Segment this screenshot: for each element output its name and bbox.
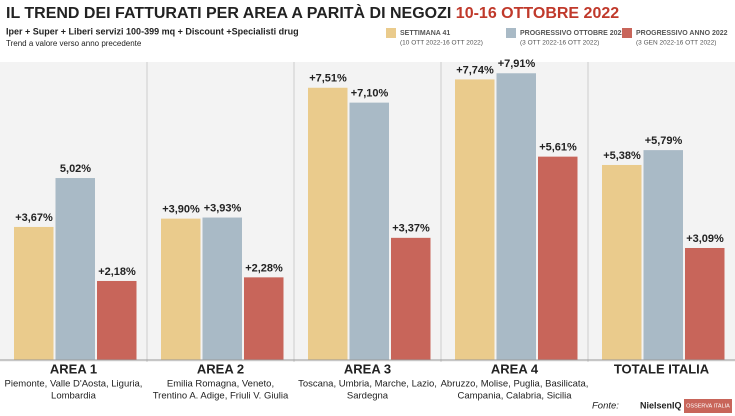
value-label: +3,67% xyxy=(15,212,53,224)
logo-box xyxy=(684,399,732,413)
value-label: 5,02% xyxy=(60,163,91,175)
x-tick-label: AREA 1 xyxy=(50,361,97,376)
value-label: +7,74% xyxy=(456,64,494,76)
x-tick-label: AREA 3 xyxy=(344,361,391,376)
value-label: +3,09% xyxy=(686,233,724,245)
value-label: +7,51% xyxy=(309,73,347,85)
region-label: Emilia Romagna, Veneto, xyxy=(167,379,274,390)
legend-swatch xyxy=(622,28,632,38)
value-label: +5,61% xyxy=(539,142,577,154)
chart-title: IL TREND DEI FATTURATI PER AREA A PARITÀ… xyxy=(6,3,619,22)
bar xyxy=(602,164,642,360)
note: Trend a valore verso anno precedente xyxy=(6,39,142,48)
legend-label: SETTIMANA 41 xyxy=(400,30,450,37)
value-label: +5,79% xyxy=(645,135,683,147)
region-label: Campania, Calabria, Sicilia xyxy=(457,391,572,402)
region-label: Trentino A. Adige, Friuli V. Giulia xyxy=(153,391,289,402)
legend-swatch xyxy=(386,28,396,38)
legend-period: (3 OTT 2022-16 OTT 2022) xyxy=(520,40,599,47)
legend-label: PROGRESSIVO OTTOBRE 2022 xyxy=(520,30,625,37)
legend-label: PROGRESSIVO ANNO 2022 xyxy=(636,30,728,37)
bar xyxy=(455,79,495,361)
legend-period: (3 GEN 2022-16 OTT 2022) xyxy=(636,40,716,47)
logo: NielsenIQ xyxy=(640,400,682,410)
region-label: Lombardia xyxy=(51,391,97,402)
bar xyxy=(308,87,348,360)
x-tick-label: AREA 4 xyxy=(491,361,539,376)
bar xyxy=(391,237,431,360)
bar xyxy=(244,277,284,360)
source: Fonte: xyxy=(592,401,619,412)
region-label: Toscana, Umbria, Marche, Lazio, xyxy=(298,379,437,390)
legend-swatch xyxy=(506,28,516,38)
bar xyxy=(14,226,54,360)
value-label: +2,18% xyxy=(98,266,136,278)
bar xyxy=(349,102,389,360)
value-label: +3,37% xyxy=(392,223,430,235)
region-label: Sardegna xyxy=(347,391,389,402)
value-label: +3,90% xyxy=(162,204,200,216)
bar xyxy=(685,247,725,360)
value-label: +7,10% xyxy=(351,88,389,100)
bar xyxy=(538,156,578,360)
title-date: 10-16 OTTOBRE 2022 xyxy=(456,5,619,22)
region-label: Abruzzo, Molise, Puglia, Basilicata, xyxy=(441,379,589,390)
bar xyxy=(161,218,201,360)
bar xyxy=(55,178,95,360)
value-label: +2,28% xyxy=(245,262,283,274)
value-label: +5,38% xyxy=(603,150,641,162)
x-tick-label: AREA 2 xyxy=(197,361,244,376)
bar xyxy=(496,73,536,360)
region-label: Piemonte, Valle D'Aosta, Liguria, xyxy=(5,379,143,390)
bar xyxy=(643,150,683,360)
logo: OSSERVA ITALIA xyxy=(686,403,730,409)
legend-period: (10 OTT 2022-16 OTT 2022) xyxy=(400,40,483,47)
x-tick-label: TOTALE ITALIA xyxy=(614,361,710,376)
subtitle: Iper + Super + Liberi servizi 100-399 mq… xyxy=(6,26,299,36)
value-label: +3,93% xyxy=(204,202,242,214)
value-label: +7,91% xyxy=(498,58,536,70)
title-main: IL TREND DEI FATTURATI PER AREA A PARITÀ… xyxy=(6,3,451,22)
bar xyxy=(97,280,137,360)
bar xyxy=(202,217,242,360)
